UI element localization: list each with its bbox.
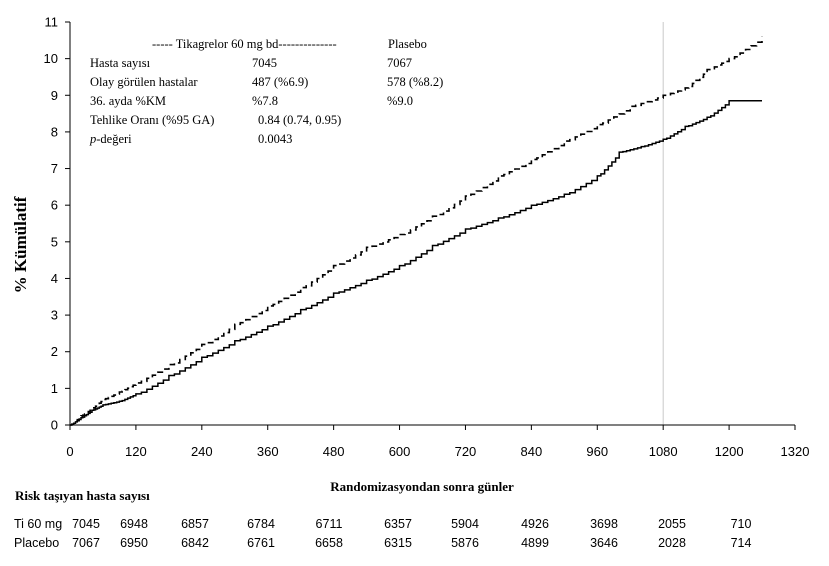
p-value-label: -değeri <box>96 132 132 146</box>
risk-row-label-placebo: Placebo <box>14 536 59 550</box>
legend-row-label: Olay görülen hastalar <box>90 75 198 89</box>
risk-value: 6948 <box>120 517 148 531</box>
x-ticks: 0 120 240 360 480 600 720 840 960 1080 1200 1320 <box>66 425 809 459</box>
risk-row-label-ticagrelor: Ti 60 mg <box>14 517 62 531</box>
risk-value: 6315 <box>384 536 412 550</box>
x-tick-label: 240 <box>191 444 213 459</box>
y-tick-label: 8 <box>51 124 58 139</box>
risk-value: 6842 <box>181 536 209 550</box>
axes <box>69 22 795 426</box>
y-tick-label: 9 <box>51 88 58 103</box>
legend-header-ticagrelor: ----- Tikagrelor 60 mg bd-------------- <box>152 37 337 51</box>
legend-row-label-pvalue: p-değeri <box>89 132 132 146</box>
x-tick-label: 1320 <box>781 444 810 459</box>
y-tick-label: 6 <box>51 198 58 213</box>
risk-value: 7067 <box>72 536 100 550</box>
legend-row-value: 578 (%8.2) <box>387 75 443 89</box>
y-tick-label: 0 <box>51 418 58 433</box>
y-tick-label: 4 <box>51 271 58 286</box>
risk-table: Risk taşıyan hasta sayısı Ti 60 mg Place… <box>14 488 751 550</box>
y-tick-label: 10 <box>44 51 58 66</box>
risk-value: 3698 <box>590 517 618 531</box>
risk-value: 714 <box>731 536 752 550</box>
risk-value: 6950 <box>120 536 148 550</box>
p-italic: p <box>89 132 96 146</box>
risk-value: 3646 <box>590 536 618 550</box>
x-tick-label: 960 <box>586 444 608 459</box>
legend-row-value: %9.0 <box>387 94 413 108</box>
legend-row-value: 0.0043 <box>258 132 292 146</box>
y-tick-label: 1 <box>51 381 58 396</box>
legend-stats-table: ----- Tikagrelor 60 mg bd-------------- … <box>89 37 443 146</box>
legend-row-label: Hasta sayısı <box>90 56 151 70</box>
series-line-placebo <box>70 36 763 426</box>
risk-values: 7045 6948 6857 6784 6711 6357 5904 4926 3698 2055… <box>72 517 751 550</box>
x-tick-label: 720 <box>455 444 477 459</box>
x-axis-label: Randomizasyondan sonra günler <box>330 479 514 494</box>
risk-value: 6761 <box>247 536 275 550</box>
risk-value: 4926 <box>521 517 549 531</box>
legend-row-value: 0.84 (0.74, 0.95) <box>258 113 341 127</box>
y-axis-label: % Kümülatif <box>11 196 30 293</box>
x-tick-label: 360 <box>257 444 279 459</box>
y-tick-label: 2 <box>51 344 58 359</box>
x-tick-label: 840 <box>521 444 543 459</box>
y-tick-label: 7 <box>51 161 58 176</box>
risk-value: 4899 <box>521 536 549 550</box>
risk-value: 6857 <box>181 517 209 531</box>
risk-value: 6784 <box>247 517 275 531</box>
y-tick-label: 11 <box>45 15 59 30</box>
y-ticks: 0 1 2 3 4 5 6 7 8 9 10 11 <box>44 15 70 433</box>
risk-value: 5904 <box>451 517 479 531</box>
legend-row-value: 487 (%6.9) <box>252 75 308 89</box>
legend-header-placebo: Plasebo <box>388 37 427 51</box>
risk-value: 2028 <box>658 536 686 550</box>
risk-value: 6711 <box>316 517 343 531</box>
risk-value: 7045 <box>72 517 100 531</box>
legend-row-value: 7067 <box>387 56 412 70</box>
risk-value: 6357 <box>384 517 412 531</box>
x-tick-label: 120 <box>125 444 147 459</box>
legend-row-value: 7045 <box>252 56 277 70</box>
risk-value: 2055 <box>658 517 686 531</box>
x-tick-label: 0 <box>66 444 73 459</box>
x-tick-label: 600 <box>389 444 411 459</box>
series-line-ticagrelor <box>70 100 762 426</box>
y-tick-label: 5 <box>51 234 58 249</box>
risk-value: 710 <box>731 517 752 531</box>
risk-value: 5876 <box>451 536 479 550</box>
x-tick-label: 1200 <box>715 444 744 459</box>
legend-row-label: 36. ayda %KM <box>90 94 166 108</box>
risk-table-title: Risk taşıyan hasta sayısı <box>15 488 150 503</box>
y-tick-label: 3 <box>51 308 58 323</box>
x-tick-label: 480 <box>323 444 345 459</box>
risk-value: 6658 <box>315 536 343 550</box>
series-layer <box>70 36 763 426</box>
legend-row-label: Tehlike Oranı (%95 GA) <box>90 113 214 127</box>
x-tick-label: 1080 <box>649 444 678 459</box>
legend-row-value: %7.8 <box>252 94 278 108</box>
